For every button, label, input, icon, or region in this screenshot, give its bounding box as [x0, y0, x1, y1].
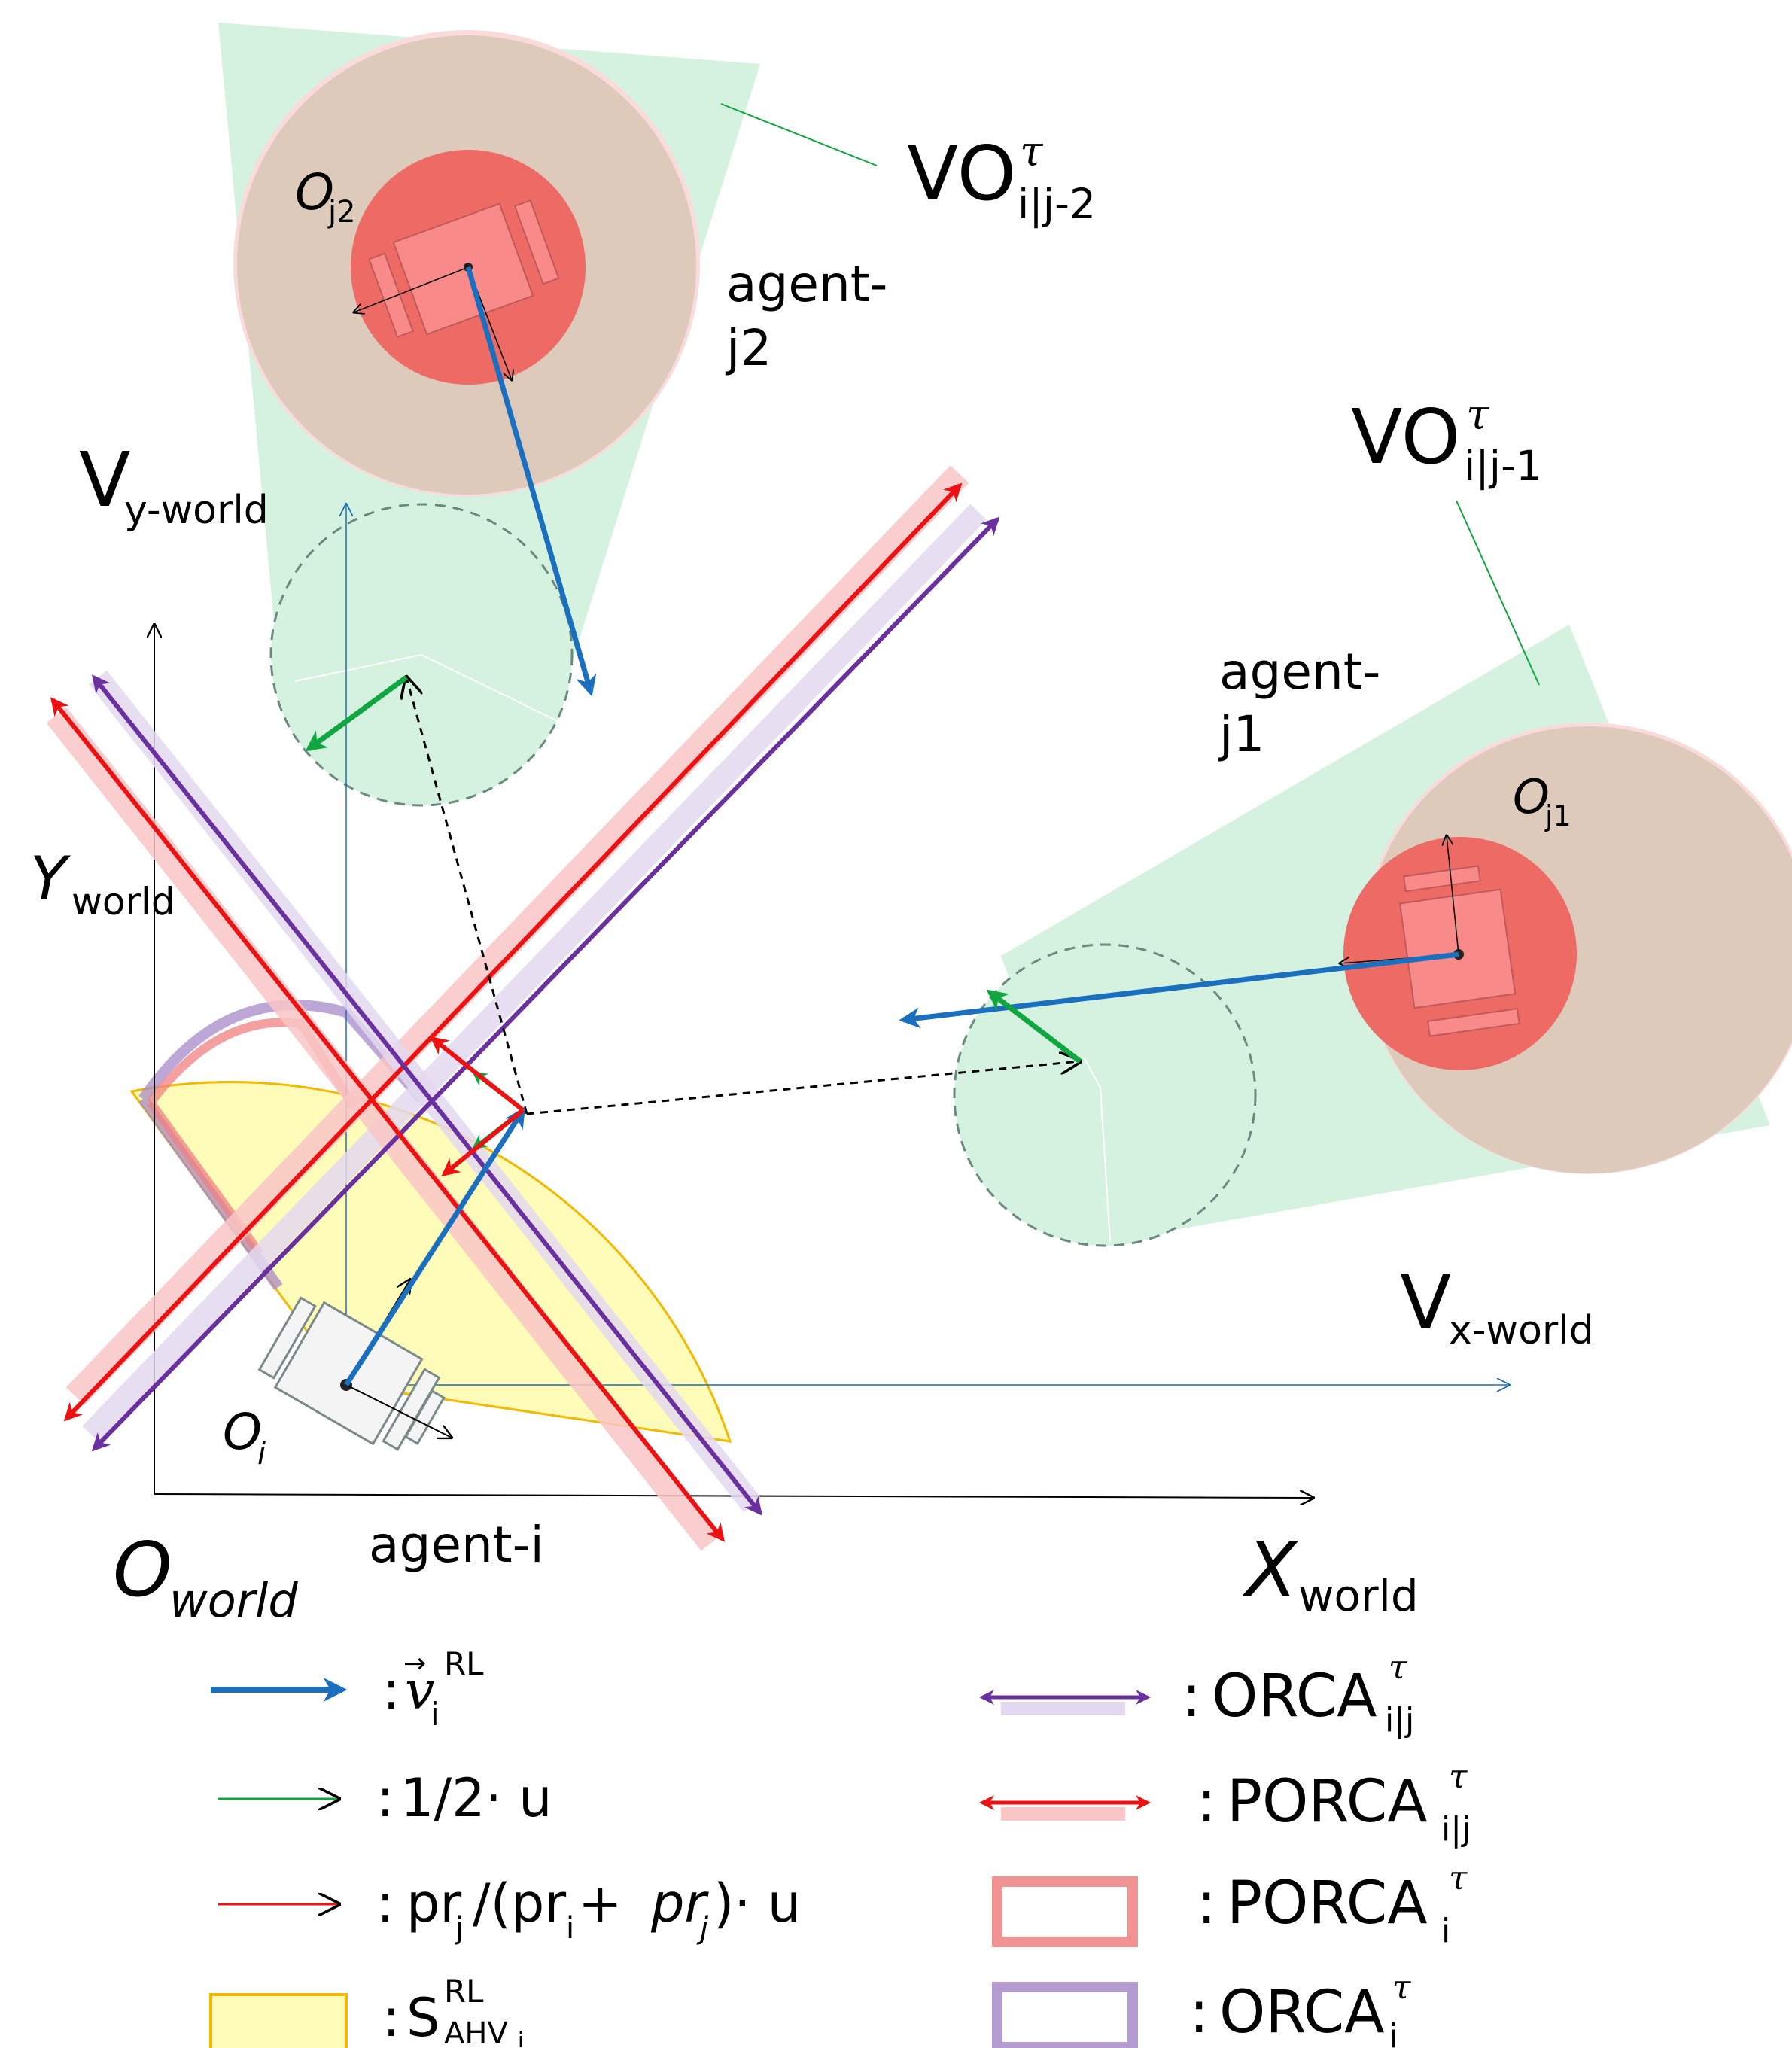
legend-orca-i-sup: τ [1392, 1968, 1411, 2007]
pr-u-i-2 [441, 1108, 525, 1177]
legend-porca-i-sup: τ [1449, 1859, 1468, 1897]
legend-pr-u-e: )· u [713, 1873, 801, 1934]
legend-porca-ij-sub: i|j [1441, 1810, 1471, 1849]
x-world-sub: world [1298, 1570, 1419, 1621]
vo-j2-sub: i|j-2 [1018, 180, 1096, 229]
agent-i-origin: O [223, 1403, 262, 1461]
legend-porca-i-colon: : [1197, 1870, 1216, 1937]
legend-orca-ij-text: ORCA [1212, 1663, 1377, 1730]
legend-pr-u-b: /(pr [473, 1873, 566, 1934]
legend-half-u-colon: : [376, 1767, 394, 1829]
vy-sub: y-world [124, 488, 269, 533]
legend-pr-u-d: pr [650, 1873, 709, 1934]
half-u-j1 [986, 989, 1082, 1064]
legend-porca-ij-sup: τ [1449, 1757, 1468, 1796]
agent-j2 [233, 30, 700, 497]
legend-pr-u-sub-b: i [566, 1911, 574, 1946]
relative-velocity-j1 [526, 1061, 1080, 1115]
legend-pr-u-c: + [578, 1873, 622, 1934]
agent-i [257, 1280, 455, 1451]
agent-j2-origin-sub: j2 [327, 195, 356, 230]
vo-j1-label: VO [1351, 393, 1460, 481]
agent-j1-name-2: j1 [1218, 705, 1264, 763]
legend-porca-ij-colon: : [1197, 1768, 1216, 1836]
legend-pr-u-sub-a: j [455, 1911, 464, 1946]
legend-orca-ij: : ORCA τ i|j [979, 1648, 1414, 1739]
v-rl-i [344, 1106, 526, 1386]
y-world-sub: world [71, 880, 175, 924]
agent-i-origin-sub: i [257, 1437, 266, 1471]
vy-label: V [79, 436, 130, 524]
legend-v-rl-colon: : [382, 1660, 400, 1721]
legend-s-ahv-swatch [209, 1993, 348, 2048]
legend-orca-ij-sup: τ [1389, 1648, 1407, 1687]
vo-j1-sup: τ [1466, 391, 1490, 439]
origin-world-sub: world [169, 1573, 298, 1628]
legend-pr-u: : pr j /(pr i + pr j )· u [218, 1873, 801, 1946]
vo-j2-label: VO [907, 129, 1016, 218]
legend-s-ahv-subsub: i [518, 2028, 524, 2048]
legend-s-ahv: : S RL AHV i [209, 1973, 524, 2048]
legend-porca-i-swatch [992, 1876, 1138, 1947]
legend-orca-i-swatch [992, 1982, 1138, 2048]
legend-orca-i-text: ORCA [1219, 1979, 1385, 2046]
legend-s-ahv-sub: AHV [444, 2016, 508, 2048]
legend-porca-i-sub: i [1441, 1912, 1450, 1950]
legend-v-rl-vec: → [403, 1648, 426, 1679]
legend-orca-ij-colon: : [1182, 1663, 1201, 1730]
legend-v-rl-text: v [405, 1660, 435, 1721]
vo-dashed-circle-j1 [953, 943, 1257, 1247]
legend-s-ahv-colon: : [382, 1987, 400, 2048]
origin-world-label: O [113, 1526, 172, 1614]
legend-half-u: : 1/2· u [218, 1767, 552, 1829]
legend-porca-i-text: PORCA [1227, 1870, 1428, 1937]
legend-porca-ij-text: PORCA [1227, 1768, 1428, 1836]
legend-orca-i-colon: : [1189, 1979, 1209, 2046]
v-rl-j2 [465, 266, 597, 697]
legend-pr-u-sub-d: j [696, 1911, 709, 1946]
legend: : v RL i → : 1/2· u : pr j /(pr i + pr j… [209, 1645, 1471, 2048]
legend-v-rl-sub: i [431, 1696, 440, 1733]
vx-label: V [1400, 1258, 1451, 1347]
legend-v-rl: : v RL i → [211, 1645, 484, 1733]
vo-j2-sup: τ [1020, 127, 1044, 175]
orca-ij-line-2 [92, 674, 762, 1516]
legend-porca-i: : PORCA τ i [992, 1859, 1468, 1950]
legend-orca-i: : ORCA τ i [992, 1968, 1411, 2048]
legend-v-rl-sup: RL [444, 1645, 484, 1682]
agent-i-name: agent-i [369, 1516, 544, 1574]
legend-orca-i-sub: i [1389, 2017, 1398, 2048]
legend-half-u-text: 1/2· u [400, 1767, 552, 1829]
agent-j1-name-1: agent- [1219, 643, 1380, 701]
half-u-j2 [305, 675, 409, 752]
vo-cutoff-j1 [1083, 1057, 1111, 1243]
legend-s-ahv-text: S [406, 1987, 440, 2048]
y-world-label: Y [30, 844, 71, 914]
legend-pr-u-colon: : [376, 1873, 394, 1934]
legend-pr-u-a: pr [406, 1873, 461, 1934]
vo-j1-sub: i|j-1 [1464, 442, 1542, 491]
vo-leader-j2 [720, 103, 878, 166]
x-world-label: X [1242, 1526, 1299, 1614]
legend-porca-ij: : PORCA τ i|j [979, 1757, 1471, 1849]
legend-s-ahv-sup: RL [444, 1973, 484, 2010]
vo-leader-j1 [1456, 500, 1540, 686]
agent-j1-origin: O [1513, 769, 1550, 824]
agent-j2-name-1: agent- [726, 255, 887, 313]
vx-sub: x-world [1449, 1308, 1594, 1353]
agent-j1 [1340, 723, 1792, 1174]
pr-u-i-1 [430, 1036, 525, 1112]
agent-j2-origin: O [295, 163, 334, 221]
agent-j1-origin-sub: j1 [1544, 799, 1571, 832]
legend-orca-ij-sub: i|j [1385, 1701, 1414, 1739]
agent-j2-name-2: j2 [725, 319, 771, 377]
